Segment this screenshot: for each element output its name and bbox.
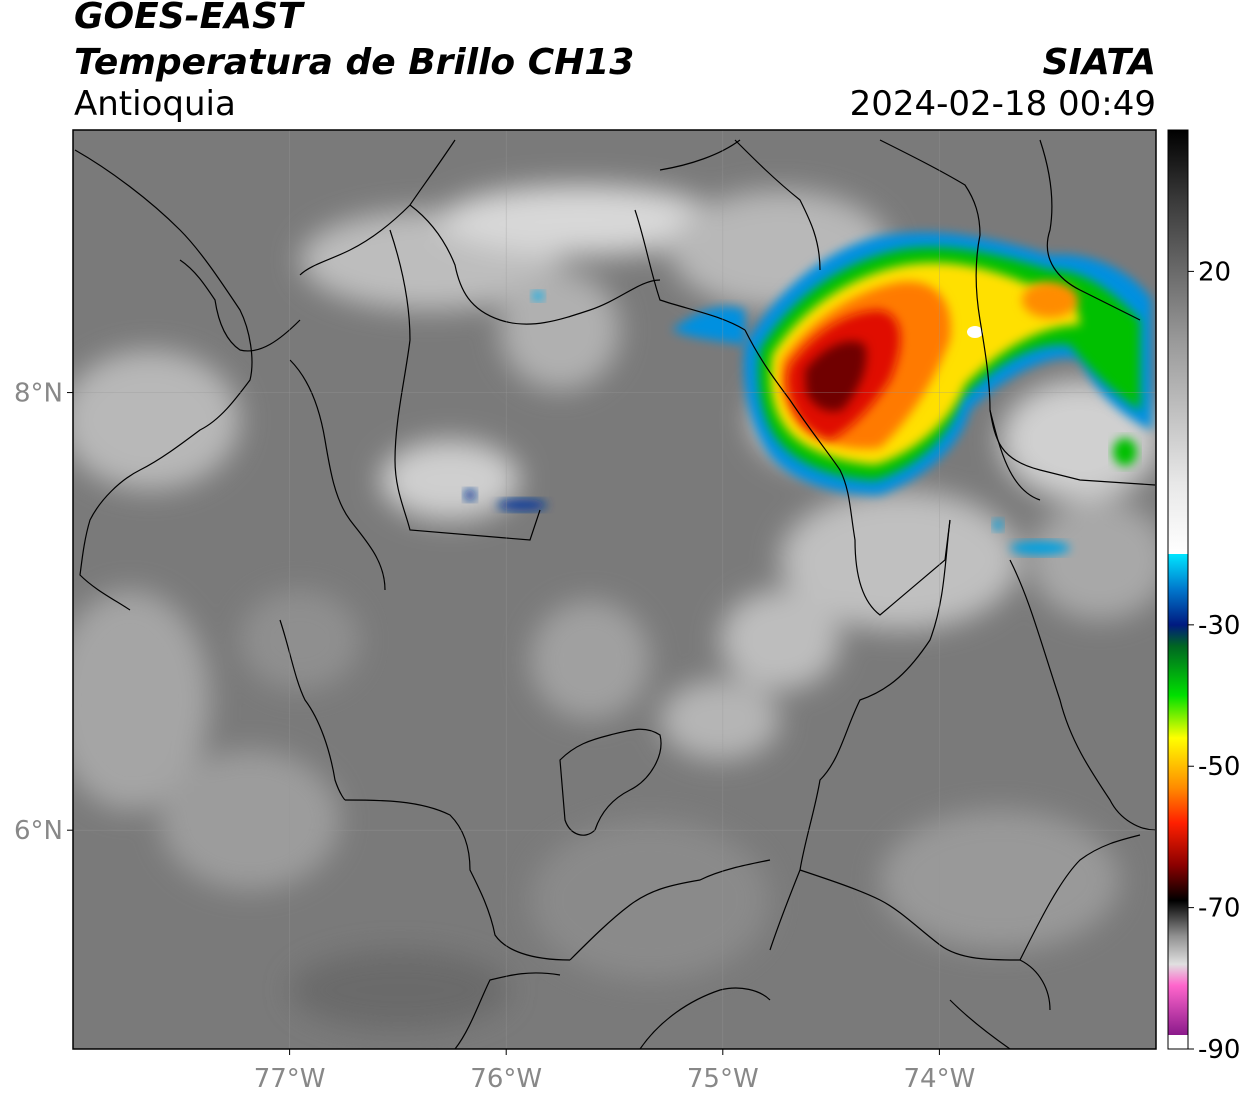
- map-panel: [73, 130, 1156, 1049]
- antioquia-north: [409, 204, 661, 325]
- choco-border: [279, 619, 346, 801]
- colorbar-tick-label: -30: [1198, 611, 1240, 641]
- medellin-area: [559, 728, 662, 836]
- datetime-label: 2024-02-18 00:49: [849, 84, 1156, 124]
- organization-label: SIATA: [1042, 42, 1156, 83]
- coastline: [74, 149, 253, 611]
- product-title: Temperatura de Brillo CH13: [74, 42, 635, 83]
- cordoba-border: [634, 209, 746, 331]
- river-atrato: [289, 359, 386, 591]
- colorbar-tick-label: -90: [1198, 1035, 1240, 1065]
- longitude-axis: 77°W 76°W 75°W 74°W: [254, 1049, 976, 1094]
- colorbar-tick-label: -50: [1198, 752, 1240, 782]
- antioquia-west: [389, 229, 541, 541]
- eastern-lower: [1019, 834, 1141, 961]
- storm-cloud: [464, 232, 1152, 555]
- caldas-border: [344, 799, 571, 961]
- lon-tick-label: 74°W: [904, 1064, 976, 1094]
- venezuela-border: [1039, 139, 1141, 321]
- eastern-coast: [299, 139, 456, 276]
- latitude-axis: 8°N 6°N: [14, 379, 73, 846]
- satellite-title: GOES-EAST: [74, 0, 303, 37]
- boundary-lines: [74, 139, 1156, 1049]
- colorbar-tick-label: -70: [1198, 894, 1240, 924]
- colorbar-tick-label: 20: [1198, 257, 1231, 287]
- lat-tick-label: 8°N: [14, 379, 63, 409]
- colorbar-frame: [1167, 129, 1189, 1050]
- tolima-border: [639, 987, 771, 1049]
- bolivar-border: [659, 139, 741, 171]
- santander-border: [879, 139, 1156, 486]
- lon-tick-label: 77°W: [254, 1064, 326, 1094]
- colorbar-ticks: 20 -30 -50 -70 -90: [1188, 257, 1240, 1065]
- colorbar: 20 -30 -50 -70 -90: [1167, 129, 1240, 1065]
- lon-tick-label: 75°W: [687, 1064, 759, 1094]
- antioquia-north-east: [744, 329, 951, 616]
- gridlines: [73, 130, 1156, 1049]
- lat-tick-label: 6°N: [14, 816, 63, 846]
- map-frame: [72, 129, 1157, 1050]
- cloud-field: [73, 185, 1156, 1030]
- colorbar-gradient: [1168, 130, 1188, 1049]
- region-label: Antioquia: [74, 84, 236, 124]
- lon-tick-label: 76°W: [470, 1064, 542, 1094]
- cesar-border: [734, 139, 821, 271]
- antioquia-east: [769, 519, 951, 951]
- boyaca-border: [989, 409, 1156, 831]
- valle-border: [454, 972, 561, 1049]
- meta-border: [949, 999, 1011, 1049]
- risaralda-border: [569, 859, 771, 961]
- cundinamarca-border: [799, 869, 1051, 1011]
- gulf-coast: [179, 259, 301, 352]
